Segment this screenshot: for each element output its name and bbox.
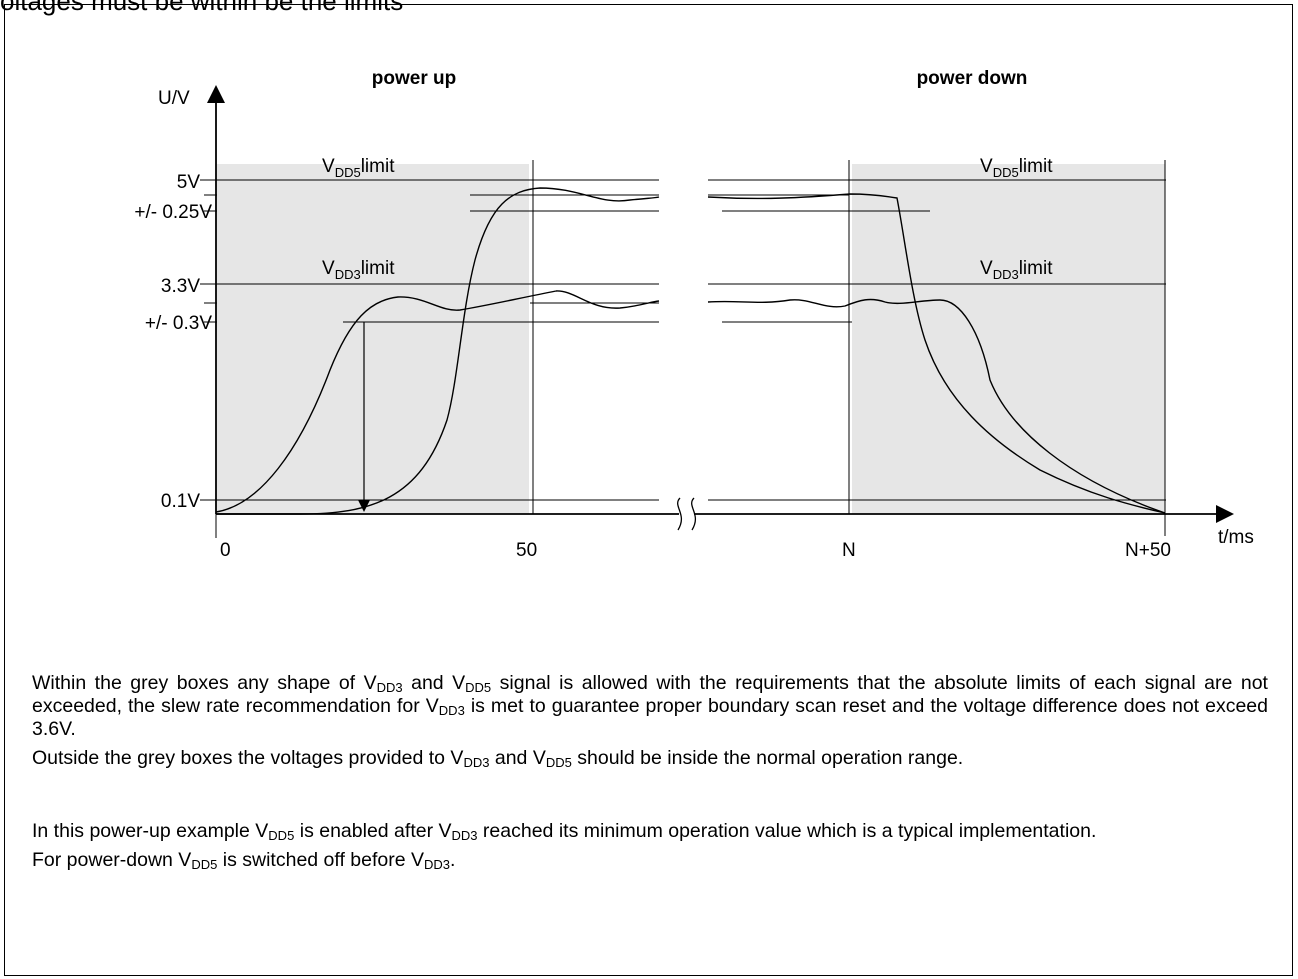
subscript: DD3 xyxy=(376,680,403,695)
power-sequence-diagram: power up power down U/V t/ms 5V +/- 0.25… xyxy=(134,68,1254,561)
subscript: DD5 xyxy=(268,828,295,843)
paragraph-2: Outside the grey boxes the voltages prov… xyxy=(32,747,964,770)
y-tick-label-03v: +/- 0.3V xyxy=(145,313,212,334)
y-tick-label-5v: 5V xyxy=(177,172,201,193)
y-tick-label-0v1: 0.1V xyxy=(161,491,200,512)
subscript: DD3 xyxy=(438,703,465,718)
limit-label-vdd5-down: VDD5limit xyxy=(980,156,1053,180)
curve-vdd3-power-up xyxy=(215,290,557,513)
curve-vdd5-power-down xyxy=(707,193,1166,514)
subscript: DD3 xyxy=(463,755,490,770)
y-tick-label-025v: +/- 0.25V xyxy=(134,202,212,223)
x-tick-label-n50: N+50 xyxy=(1125,540,1171,561)
paragraph-3: In this power-up example VDD5 is enabled… xyxy=(32,820,1097,843)
curve-vdd3-power-down xyxy=(707,298,1166,514)
figure-frame xyxy=(4,4,1293,976)
paragraph-4: For power-down VDD5 is switched off befo… xyxy=(32,849,456,872)
y-tick-marks xyxy=(204,194,217,323)
curve-vdd3-middle xyxy=(555,290,660,309)
paragraph-1: Within the grey boxes any shape of VDD3 … xyxy=(32,672,1268,740)
subscript: DD5 xyxy=(545,755,572,770)
limit-label-vdd3-down: VDD3limit xyxy=(980,258,1053,282)
x-tick-label-n: N xyxy=(842,540,856,561)
axis-break xyxy=(677,497,697,531)
grey-box-power-up xyxy=(217,164,529,514)
x-axis-label: t/ms xyxy=(1218,527,1254,548)
grey-box-power-down xyxy=(852,164,1165,514)
x-tick-marks xyxy=(215,514,1166,538)
y-tick-label-3v3: 3.3V xyxy=(161,276,200,297)
y-axis-label: U/V xyxy=(158,88,190,109)
subscript: DD3 xyxy=(424,857,451,872)
subscript: DD3 xyxy=(451,828,478,843)
subscript: DD5 xyxy=(191,857,218,872)
x-tick-label-0: 0 xyxy=(220,540,231,561)
limit-label-vdd3-up: VDD3limit xyxy=(322,258,395,282)
subscript: DD5 xyxy=(465,680,492,695)
description-block: Within the grey boxes any shape of VDD3 … xyxy=(32,672,1268,776)
limit-label-vdd5-up: VDD5limit xyxy=(322,156,395,180)
curve-vdd5-power-up xyxy=(216,187,660,515)
limit-lines xyxy=(200,179,1166,501)
example-block: In this power-up example VDD5 is enabled… xyxy=(32,820,1268,878)
x-tick-label-50: 50 xyxy=(516,540,537,561)
title-power-up: power up xyxy=(372,68,456,89)
title-power-down: power down xyxy=(917,68,1028,89)
